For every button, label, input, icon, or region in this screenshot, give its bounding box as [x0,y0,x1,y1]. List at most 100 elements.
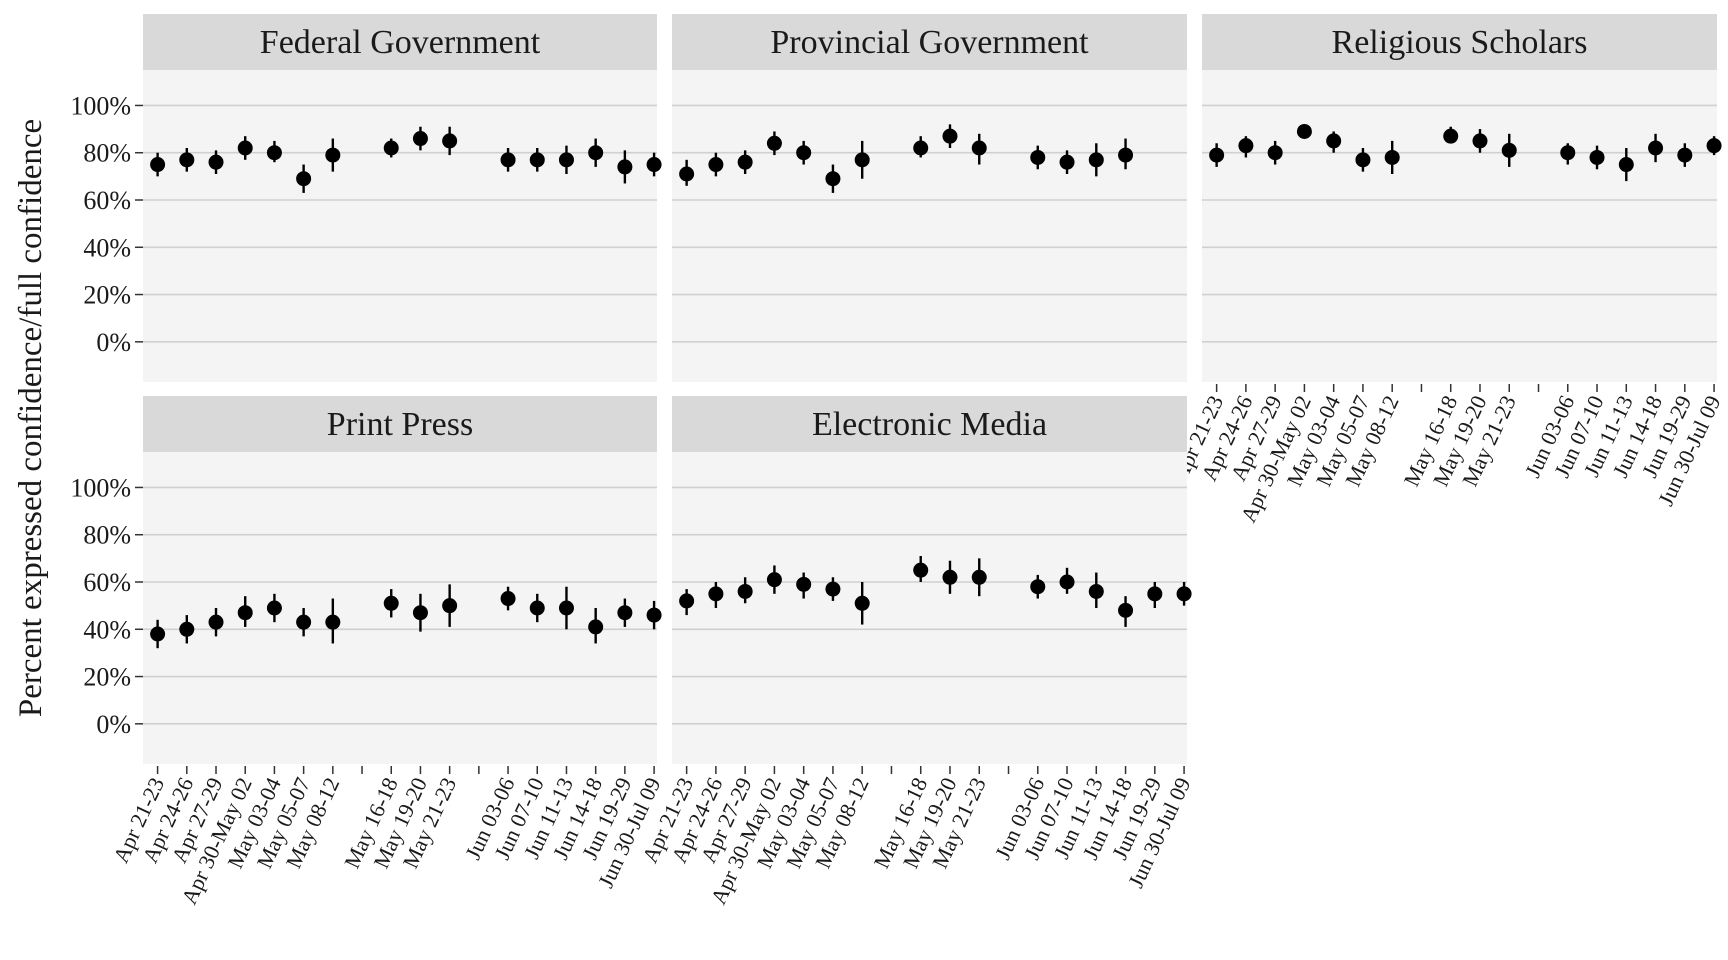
data-point-religious-scholars [1238,138,1254,154]
data-point-provincial-government [708,157,724,173]
y-tick-label: 100% [70,473,131,502]
data-point-electronic-media [825,581,841,597]
data-point-print-press [237,605,253,621]
data-point-religious-scholars [1560,145,1576,161]
data-point-print-press [325,614,341,630]
data-point-print-press [383,595,399,611]
strip-electronic-media [672,396,1187,452]
data-point-federal-government [383,140,399,156]
strip-title-provincial-government: Provincial Government [770,24,1089,61]
data-point-federal-government [296,171,312,187]
data-point-electronic-media [766,572,782,588]
data-point-provincial-government [679,166,695,182]
data-point-print-press [529,600,545,616]
data-point-religious-scholars [1384,149,1400,165]
data-point-print-press [412,605,428,621]
data-point-federal-government [150,157,166,173]
y-axis-label: Percent expressed confidence/full confid… [13,119,49,717]
data-point-electronic-media [1088,583,1104,599]
y-tick-label: 20% [83,281,131,310]
data-point-print-press [646,607,662,623]
data-point-federal-government [558,152,574,168]
data-point-electronic-media [1147,586,1163,602]
strip-religious-scholars [1202,14,1717,70]
y-tick-label: 0% [96,328,131,357]
data-point-print-press [617,605,633,621]
panel-background-religious-scholars [1202,70,1717,382]
data-point-federal-government [442,133,458,149]
y-tick-label: 80% [83,139,131,168]
data-point-print-press [208,614,224,630]
data-point-religious-scholars [1677,147,1693,163]
data-point-provincial-government [971,140,987,156]
data-point-provincial-government [737,154,753,170]
data-point-religious-scholars [1648,140,1664,156]
data-point-electronic-media [737,583,753,599]
strip-title-print-press: Print Press [327,406,473,443]
data-point-electronic-media [796,576,812,592]
data-point-electronic-media [1176,586,1192,602]
data-point-federal-government [412,131,428,147]
y-tick-label: 20% [83,663,131,692]
data-point-federal-government [237,140,253,156]
strip-title-federal-government: Federal Government [260,24,541,61]
data-point-provincial-government [825,171,841,187]
data-point-provincial-government [796,145,812,161]
y-tick-label: 60% [83,186,131,215]
panel-background-electronic-media [672,452,1187,764]
data-point-electronic-media [1059,574,1075,590]
data-point-electronic-media [971,569,987,585]
data-point-provincial-government [942,128,958,144]
data-point-religious-scholars [1267,145,1283,161]
strip-print-press [143,396,657,452]
y-tick-label: 100% [70,91,131,120]
data-point-federal-government [179,152,195,168]
data-point-federal-government [529,152,545,168]
data-point-electronic-media [913,562,929,578]
data-point-print-press [442,598,458,614]
data-point-provincial-government [1059,154,1075,170]
data-point-print-press [296,614,312,630]
data-point-federal-government [325,147,341,163]
data-point-provincial-government [1088,152,1104,168]
y-tick-label: 80% [83,521,131,550]
data-point-electronic-media [854,595,870,611]
data-point-religious-scholars [1589,149,1605,165]
data-point-religious-scholars [1618,157,1634,173]
strip-federal-government [143,14,657,70]
data-point-federal-government [588,145,604,161]
data-point-religious-scholars [1706,138,1722,154]
data-point-print-press [588,619,604,635]
data-point-religious-scholars [1501,142,1517,158]
data-point-religious-scholars [1355,152,1371,168]
data-point-electronic-media [1030,579,1046,595]
data-point-electronic-media [708,586,724,602]
data-point-print-press [266,600,282,616]
panel-background-federal-government [143,70,657,382]
strip-title-religious-scholars: Religious Scholars [1332,24,1588,61]
data-point-electronic-media [679,593,695,609]
data-point-provincial-government [1030,149,1046,165]
y-tick-label: 0% [96,710,131,739]
data-point-religious-scholars [1472,133,1488,149]
y-tick-label: 40% [83,233,131,262]
data-point-federal-government [266,145,282,161]
y-tick-label: 40% [83,615,131,644]
data-point-print-press [179,621,195,637]
data-point-federal-government [646,157,662,173]
data-point-religious-scholars [1209,147,1225,163]
data-point-religious-scholars [1326,133,1342,149]
panel-background-print-press [143,452,657,764]
data-point-electronic-media [942,569,958,585]
data-point-provincial-government [766,135,782,151]
data-point-religious-scholars [1296,123,1312,139]
data-point-provincial-government [1118,147,1134,163]
data-point-electronic-media [1118,602,1134,618]
data-point-federal-government [500,152,516,168]
strip-title-electronic-media: Electronic Media [812,406,1047,443]
data-point-print-press [150,626,166,642]
data-point-religious-scholars [1443,128,1459,144]
data-point-federal-government [617,159,633,175]
data-point-provincial-government [913,140,929,156]
